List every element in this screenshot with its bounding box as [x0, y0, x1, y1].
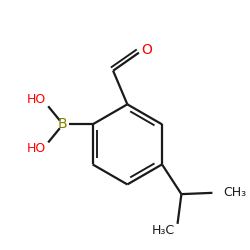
Text: HO: HO: [27, 142, 46, 156]
Text: O: O: [141, 42, 152, 56]
Text: HO: HO: [27, 93, 46, 106]
Text: CH₃: CH₃: [223, 186, 246, 199]
Text: B: B: [58, 117, 68, 131]
Text: H₃C: H₃C: [152, 224, 175, 237]
